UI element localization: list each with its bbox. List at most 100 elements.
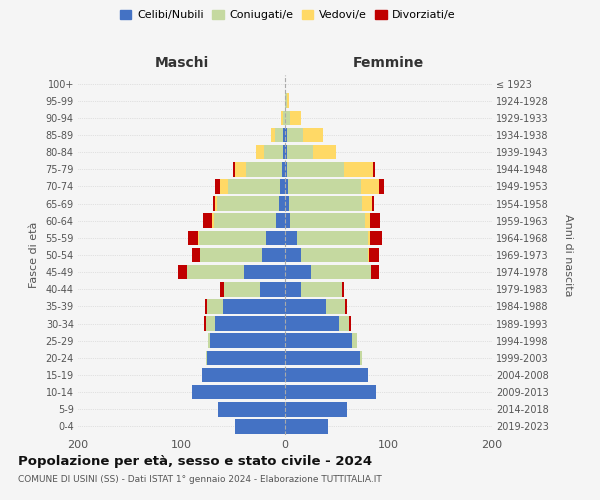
Bar: [285, 230, 298, 245]
Bar: [215, 196, 217, 211]
Bar: [212, 214, 214, 228]
Y-axis label: Fasce di età: Fasce di età: [29, 222, 38, 288]
Bar: [285, 179, 288, 194]
Bar: [344, 162, 373, 176]
Bar: [266, 230, 285, 245]
Bar: [379, 179, 385, 194]
Bar: [285, 196, 289, 211]
Bar: [208, 299, 223, 314]
Bar: [287, 162, 344, 176]
Bar: [208, 334, 211, 348]
Y-axis label: Anni di nascita: Anni di nascita: [563, 214, 573, 296]
Bar: [202, 368, 285, 382]
Bar: [285, 334, 352, 348]
Bar: [287, 145, 313, 160]
Bar: [362, 196, 372, 211]
Bar: [368, 248, 369, 262]
Bar: [311, 265, 371, 280]
Bar: [371, 265, 379, 280]
Bar: [285, 94, 287, 108]
Bar: [198, 230, 199, 245]
Bar: [285, 350, 359, 365]
Bar: [187, 265, 244, 280]
Bar: [215, 316, 285, 331]
Bar: [192, 248, 200, 262]
Bar: [342, 282, 344, 296]
Bar: [283, 145, 285, 160]
Bar: [260, 282, 285, 296]
Bar: [228, 179, 280, 194]
Bar: [285, 299, 326, 314]
Bar: [285, 162, 287, 176]
Bar: [244, 265, 285, 280]
Bar: [279, 196, 285, 211]
Bar: [285, 385, 376, 400]
Bar: [352, 334, 358, 348]
Bar: [215, 179, 220, 194]
Bar: [361, 179, 379, 194]
Bar: [211, 334, 285, 348]
Bar: [235, 162, 245, 176]
Bar: [313, 145, 336, 160]
Bar: [188, 230, 198, 245]
Bar: [208, 350, 285, 365]
Bar: [217, 196, 279, 211]
Bar: [192, 385, 285, 400]
Bar: [218, 402, 285, 416]
Bar: [275, 128, 283, 142]
Bar: [220, 282, 224, 296]
Bar: [285, 316, 339, 331]
Bar: [326, 299, 345, 314]
Bar: [365, 214, 370, 228]
Bar: [290, 110, 301, 125]
Bar: [265, 145, 283, 160]
Bar: [289, 196, 362, 211]
Bar: [345, 299, 347, 314]
Bar: [298, 230, 368, 245]
Bar: [214, 214, 275, 228]
Bar: [285, 128, 287, 142]
Bar: [285, 110, 290, 125]
Bar: [373, 162, 375, 176]
Bar: [233, 162, 235, 176]
Text: Popolazione per età, sesso e stato civile - 2024: Popolazione per età, sesso e stato civil…: [18, 455, 372, 468]
Bar: [262, 248, 285, 262]
Text: COMUNE DI USINI (SS) - Dati ISTAT 1° gennaio 2024 - Elaborazione TUTTITALIA.IT: COMUNE DI USINI (SS) - Dati ISTAT 1° gen…: [18, 475, 382, 484]
Bar: [205, 299, 208, 314]
Bar: [285, 145, 287, 160]
Bar: [275, 214, 285, 228]
Bar: [280, 179, 285, 194]
Bar: [200, 248, 262, 262]
Bar: [288, 179, 361, 194]
Text: Femmine: Femmine: [353, 56, 424, 70]
Bar: [271, 128, 275, 142]
Bar: [285, 265, 311, 280]
Bar: [204, 316, 206, 331]
Bar: [199, 230, 266, 245]
Bar: [178, 265, 187, 280]
Bar: [223, 299, 285, 314]
Bar: [285, 402, 347, 416]
Bar: [206, 316, 215, 331]
Bar: [301, 282, 342, 296]
Bar: [369, 248, 379, 262]
Bar: [370, 214, 380, 228]
Bar: [349, 316, 351, 331]
Bar: [220, 179, 228, 194]
Bar: [203, 214, 212, 228]
Bar: [287, 128, 302, 142]
Bar: [212, 196, 215, 211]
Bar: [302, 128, 323, 142]
Bar: [285, 248, 301, 262]
Bar: [285, 419, 328, 434]
Bar: [285, 214, 290, 228]
Bar: [224, 282, 260, 296]
Legend: Celibi/Nubili, Coniugati/e, Vedovi/e, Divorziati/e: Celibi/Nubili, Coniugati/e, Vedovi/e, Di…: [116, 6, 460, 25]
Bar: [339, 316, 349, 331]
Bar: [359, 350, 362, 365]
Bar: [206, 350, 208, 365]
Bar: [283, 128, 285, 142]
Bar: [290, 214, 365, 228]
Bar: [287, 94, 289, 108]
Bar: [281, 110, 283, 125]
